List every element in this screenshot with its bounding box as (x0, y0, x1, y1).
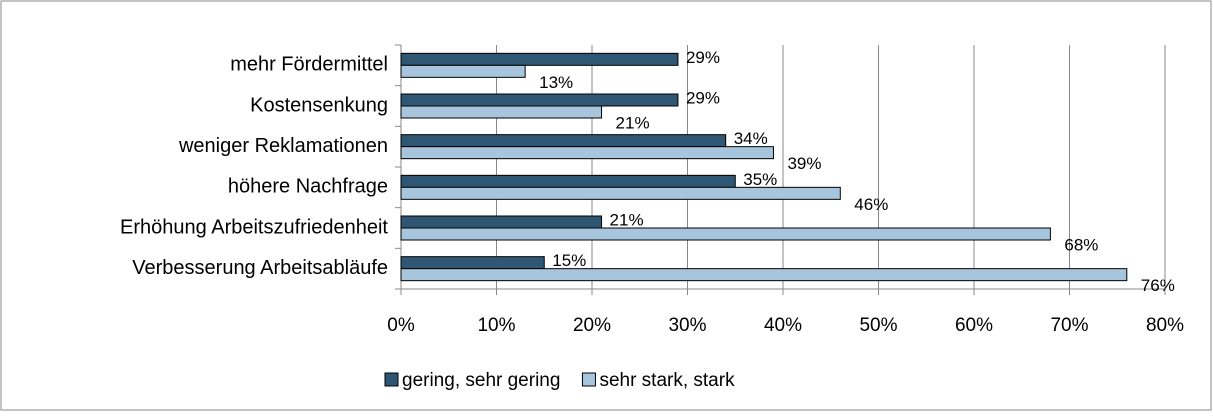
x-tick-label: 0% (387, 315, 415, 336)
value-label: 46% (854, 195, 888, 214)
value-label: 35% (743, 170, 777, 189)
value-label: 29% (686, 88, 720, 107)
x-tick-label: 40% (764, 315, 802, 336)
bar (400, 93, 679, 107)
y-tick-label: mehr Fördermittel (230, 54, 388, 76)
x-tick-label: 50% (859, 315, 897, 336)
y-tick-label: Kostensenkung (250, 94, 388, 116)
value-label: 21% (616, 113, 650, 132)
x-tick-label: 80% (1146, 315, 1184, 336)
bar (400, 146, 774, 160)
x-tick-label: 60% (955, 315, 993, 336)
y-tick-label: Erhöhung Arbeitszufriedenheit (120, 216, 388, 238)
bar (400, 256, 545, 270)
x-tick-label: 30% (668, 315, 706, 336)
bar (400, 52, 679, 66)
bar (400, 174, 736, 188)
value-label: 68% (1064, 235, 1098, 254)
value-label: 29% (686, 48, 720, 67)
value-label: 39% (787, 154, 821, 173)
x-tick-label: 10% (477, 315, 515, 336)
x-tick-label: 70% (1050, 315, 1088, 336)
bar (400, 64, 526, 78)
value-label: 76% (1141, 276, 1175, 295)
value-label: 15% (552, 251, 586, 270)
legend-label: sehr stark, stark (599, 370, 735, 391)
legend-label: gering, sehr gering (402, 370, 560, 391)
bar (400, 134, 727, 148)
x-tick-label: 20% (573, 315, 611, 336)
y-tick-label: weniger Reklamationen (178, 135, 388, 157)
bar (400, 227, 1051, 241)
value-label: 21% (610, 210, 644, 229)
y-tick-label: Verbesserung Arbeitsabläufe (132, 257, 388, 279)
bar (400, 215, 603, 229)
bar (400, 105, 603, 119)
legend-swatch (581, 372, 596, 387)
bar (400, 186, 841, 200)
value-label: 13% (539, 73, 573, 92)
bar (400, 268, 1128, 282)
legend-swatch (384, 372, 399, 387)
y-tick-label: höhere Nachfrage (228, 176, 388, 198)
value-label: 34% (734, 129, 768, 148)
